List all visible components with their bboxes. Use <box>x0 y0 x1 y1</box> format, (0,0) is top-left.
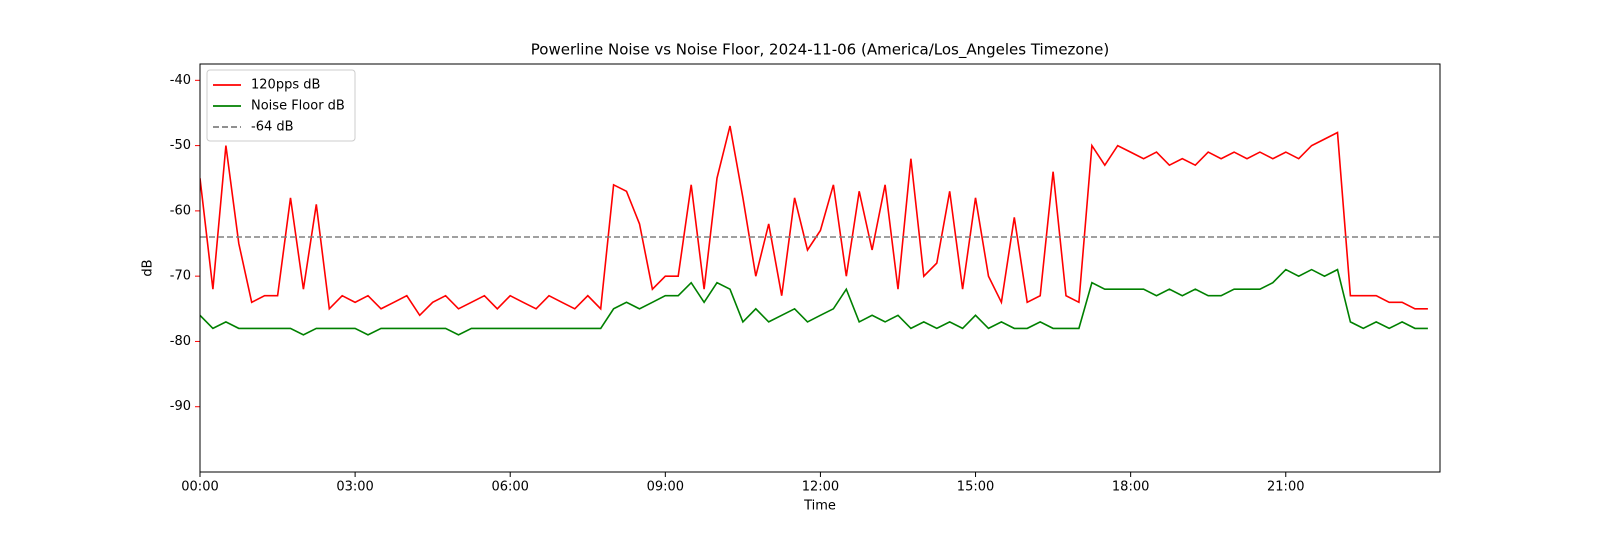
chart-title: Powerline Noise vs Noise Floor, 2024-11-… <box>531 41 1109 60</box>
legend-label: Noise Floor dB <box>251 99 345 114</box>
legend-label: -64 dB <box>251 120 294 135</box>
y-tick-label: -50 <box>170 138 191 153</box>
x-tick-label: 12:00 <box>802 480 839 495</box>
x-tick-label: 00:00 <box>181 480 218 495</box>
y-tick-label: -70 <box>170 269 191 284</box>
y-tick-label: -90 <box>170 399 191 414</box>
y-tick-label: -80 <box>170 334 191 349</box>
legend-box <box>206 69 356 142</box>
x-tick-label: 18:00 <box>1112 480 1149 495</box>
series-line <box>200 268 1428 336</box>
x-tick-label: 21:00 <box>1267 480 1304 495</box>
x-tick-label: 15:00 <box>957 480 994 495</box>
y-tick-label: -60 <box>170 203 191 218</box>
y-tick-label: -40 <box>170 73 191 88</box>
series-line <box>200 125 1428 317</box>
x-axis-label: Time <box>803 499 836 514</box>
x-tick-label: 09:00 <box>647 480 684 495</box>
plot-frame <box>199 63 1441 473</box>
x-tick-label: 03:00 <box>336 480 373 495</box>
legend-label: 120pps dB <box>251 78 320 93</box>
x-tick-label: 06:00 <box>491 480 528 495</box>
y-axis-label: dB <box>141 259 156 276</box>
